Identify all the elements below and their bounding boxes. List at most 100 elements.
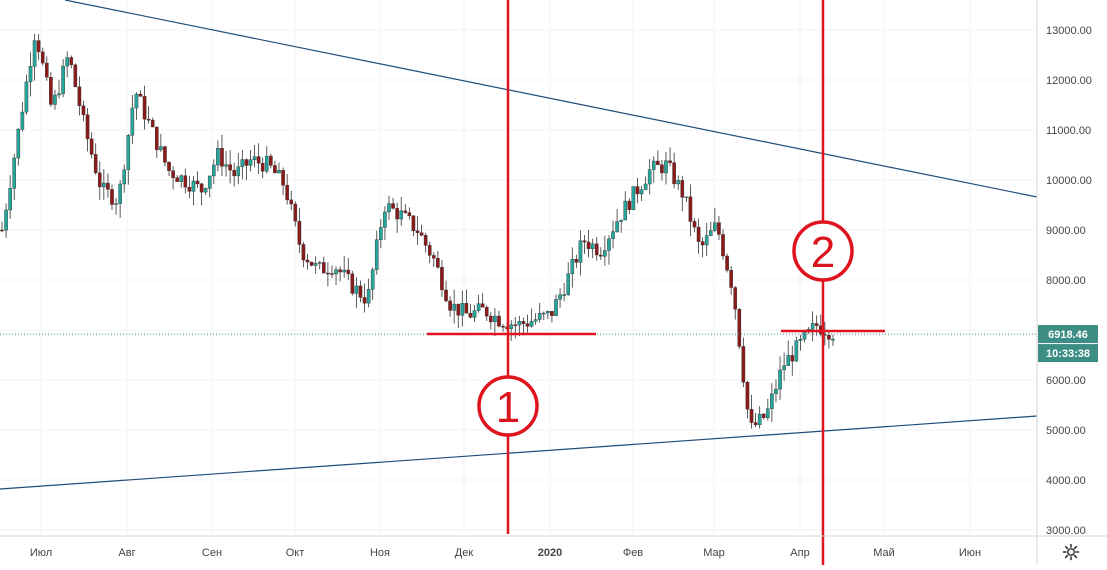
candle-body — [521, 321, 526, 324]
candle-body — [114, 203, 118, 205]
candle-body — [444, 289, 448, 302]
candle-body — [501, 326, 505, 328]
candle-body — [619, 219, 623, 222]
candle-body — [154, 126, 159, 151]
candle-body — [786, 355, 790, 366]
candle-body — [790, 355, 795, 362]
candle-body — [407, 212, 412, 217]
candle-body — [798, 339, 803, 341]
candle-body — [574, 259, 579, 263]
settings-button[interactable] — [1060, 541, 1082, 563]
candle-body — [45, 62, 49, 78]
candle-body — [810, 323, 815, 330]
candle-body — [415, 230, 420, 233]
candle-body — [582, 240, 587, 243]
candle-body — [688, 196, 693, 222]
candle-body — [61, 65, 65, 94]
candle-body — [827, 335, 831, 340]
candle-body — [782, 365, 786, 371]
candle-body — [753, 422, 758, 426]
candle-body — [757, 413, 762, 426]
candle-body — [118, 183, 122, 204]
x-tick-label: Апр — [790, 547, 809, 559]
candle-body — [615, 221, 619, 232]
candle-body — [330, 273, 334, 275]
candle-body — [533, 319, 538, 322]
candle-body — [159, 146, 163, 151]
x-tick-label: 2020 — [538, 547, 562, 559]
candle-body — [497, 315, 501, 327]
x-tick-label: Окт — [286, 547, 305, 559]
y-tick-label: 10000.00 — [1046, 175, 1092, 187]
candle-body — [651, 160, 656, 170]
support-trendline — [0, 415, 1038, 490]
x-tick-label: Ноя — [370, 547, 390, 559]
candle-body — [704, 235, 709, 246]
price-axis[interactable]: 13000.00 12000.00 11000.00 10000.00 9000.00 8… — [1036, 0, 1098, 565]
candle-body — [436, 257, 440, 268]
candle-body — [379, 227, 383, 240]
candle-body — [774, 388, 778, 394]
candle-body — [802, 331, 807, 340]
candle-body — [187, 186, 192, 192]
candle-body — [717, 222, 721, 235]
candle-body — [395, 208, 399, 220]
candle-body — [106, 182, 110, 190]
candle-body — [16, 129, 21, 159]
candle-body — [138, 93, 143, 97]
candle-body — [627, 200, 632, 211]
candle-body — [660, 164, 664, 174]
candle-body — [342, 269, 346, 273]
candle-body — [273, 165, 277, 174]
candle-body — [721, 234, 725, 257]
candle-body — [150, 119, 155, 128]
current-price-label: 6918.46 — [1048, 329, 1088, 341]
candle-body — [134, 93, 139, 109]
candle-body — [20, 111, 25, 130]
candle-body — [431, 255, 436, 259]
candle-body — [289, 199, 294, 205]
candle-body — [419, 232, 424, 236]
candle-body — [562, 294, 566, 296]
resistance-trendline — [64, 0, 1038, 198]
candle-body — [195, 180, 200, 185]
candle-body — [203, 188, 208, 193]
candles — [0, 33, 835, 429]
candle-body — [468, 312, 473, 318]
candle-body — [167, 162, 171, 171]
candle-body — [529, 321, 534, 327]
candle-body — [558, 294, 562, 300]
time-axis[interactable]: Июл Авг Сен Окт Ноя Дек 2020 Фев Мар Апр Май Июн — [0, 535, 1107, 559]
candle-body — [513, 324, 518, 326]
candle-body — [456, 303, 461, 316]
candle-body — [317, 262, 322, 264]
candle-body — [350, 273, 355, 294]
candle-body — [207, 175, 212, 189]
candle-body — [391, 203, 395, 209]
x-tick-label: Дек — [455, 547, 474, 559]
candle-body — [643, 183, 648, 190]
candle-body — [599, 254, 603, 257]
candle-body — [464, 303, 469, 314]
candle-body — [32, 40, 37, 67]
candle-body — [57, 93, 61, 96]
candle-body — [40, 51, 45, 64]
countdown-label: 10:33:38 — [1046, 348, 1090, 360]
candle-body — [423, 235, 428, 246]
countdown-badge — [1038, 344, 1098, 363]
candle-body — [130, 107, 135, 136]
candle-body — [374, 239, 379, 270]
candle-body — [334, 269, 338, 275]
candle-body — [338, 269, 342, 273]
candle-body — [537, 313, 542, 320]
candle-body — [293, 203, 298, 222]
candle-body — [460, 303, 465, 316]
candle-body — [69, 57, 74, 66]
candle-body — [73, 64, 78, 87]
candle-body — [102, 182, 106, 188]
candle-body — [831, 338, 835, 341]
x-tick-label: Июл — [30, 547, 52, 559]
candle-body — [212, 164, 216, 177]
current-price-badge — [1038, 325, 1098, 344]
